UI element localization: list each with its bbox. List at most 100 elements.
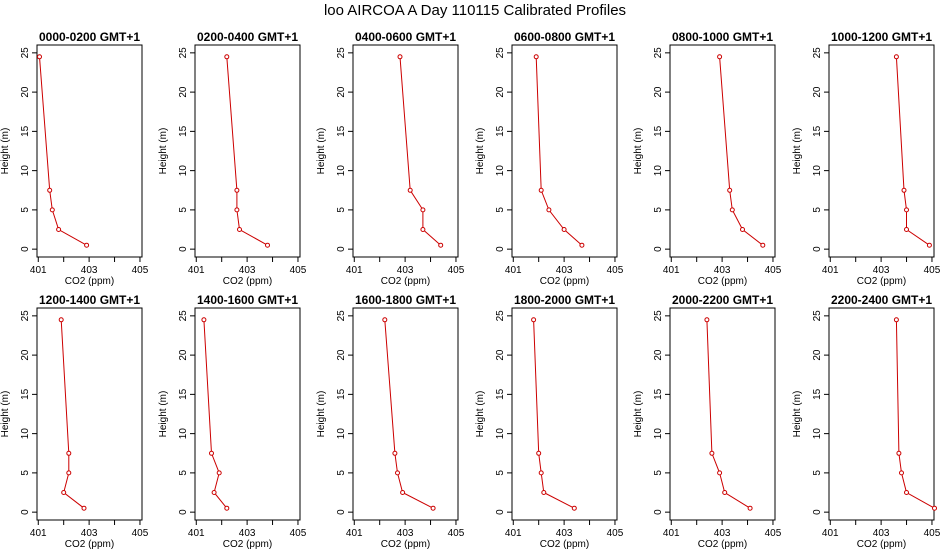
y-tick-label: 25 [178,310,189,322]
y-tick-label: 10 [653,165,664,177]
plot-frame [194,307,301,521]
x-tick-label: 405 [924,265,941,276]
x-tick-label: 405 [290,265,307,276]
x-axis-label: CO2 (ppm) [698,539,747,550]
x-tick-label: 403 [239,528,256,539]
data-point [926,242,932,248]
y-tick-label: 10 [653,428,664,440]
data-point [201,317,207,323]
profile-line [895,319,935,509]
y-tick-label: 15 [178,125,189,137]
panel-title: 0800-1000 GMT+1 [672,30,773,44]
x-tick-label: 403 [714,265,731,276]
data-point [904,207,909,213]
x-tick-label: 403 [397,528,414,539]
x-tick-label: 401 [822,528,839,539]
y-axis-label: Height (m) [633,391,644,438]
plot-frame [669,307,776,521]
x-tick-label: 401 [188,528,205,539]
data-point [893,317,899,323]
y-tick-label: 0 [653,509,664,515]
page-title: loo AIRCOA A Day 110115 Calibrated Profi… [323,2,627,19]
y-tick-label: 10 [178,428,189,440]
data-point [727,187,733,193]
y-tick-label: 15 [812,388,823,400]
x-tick-label: 401 [188,265,205,276]
data-point [234,187,240,193]
y-tick-label: 5 [812,207,823,213]
y-tick-label: 5 [178,207,189,213]
data-point [740,227,745,232]
x-axis-label: CO2 (ppm) [223,539,272,550]
x-tick-label: 405 [924,528,941,539]
plot-frame [352,307,459,521]
y-tick-label: 15 [495,388,506,400]
data-point [538,187,544,193]
y-tick-label: 25 [812,310,823,322]
y-axis-label: Height (m) [316,128,327,175]
plot-frame [511,307,618,521]
data-point [237,227,242,232]
data-point [400,490,406,495]
data-point [66,450,72,456]
y-tick-label: 15 [178,388,189,400]
y-tick-label: 25 [336,47,347,59]
data-point [395,470,400,476]
panel-title: 0200-0400 GMT+1 [197,30,298,44]
y-tick-label: 0 [20,509,31,515]
y-tick-label: 5 [336,470,347,476]
y-tick-label: 5 [495,470,506,476]
panel-title: 0600-0800 GMT+1 [514,30,615,44]
y-tick-label: 0 [653,246,664,252]
data-point [901,187,907,193]
x-axis-label: CO2 (ppm) [223,276,272,287]
x-axis-label: CO2 (ppm) [698,276,747,287]
panel-title: 1600-1800 GMT+1 [355,293,456,307]
y-tick-label: 20 [178,349,189,361]
y-tick-label: 10 [336,428,347,440]
profile-line [535,56,583,246]
x-tick-label: 405 [765,528,782,539]
x-tick-label: 405 [448,265,465,276]
x-tick-label: 403 [714,528,731,539]
data-point [420,207,426,213]
plot-frame [669,44,776,258]
plot-frame [828,44,935,258]
data-point [81,505,87,511]
y-tick-label: 10 [336,165,347,177]
x-tick-label: 405 [132,528,149,539]
x-axis-label: CO2 (ppm) [381,276,430,287]
y-axis-label: Height (m) [316,391,327,438]
y-tick-label: 0 [20,246,31,252]
data-point [531,317,537,323]
y-tick-label: 0 [812,246,823,252]
y-tick-label: 0 [336,246,347,252]
data-point [209,450,214,456]
x-tick-label: 401 [30,528,47,539]
profile-line [533,319,575,509]
x-tick-label: 405 [765,265,782,276]
panel-title: 2000-2200 GMT+1 [672,293,773,307]
data-point [234,207,240,213]
y-tick-label: 25 [336,310,347,322]
data-point [717,54,723,60]
data-point [536,450,542,456]
plot-frame [511,44,618,258]
y-tick-label: 15 [653,125,664,137]
y-tick-label: 5 [812,470,823,476]
x-tick-label: 405 [290,528,307,539]
data-point [58,317,64,323]
x-tick-label: 401 [346,528,363,539]
data-point [224,54,230,60]
y-tick-label: 20 [495,86,506,98]
data-point [49,207,55,213]
x-tick-label: 405 [132,265,149,276]
y-tick-label: 15 [336,125,347,137]
x-axis-label: CO2 (ppm) [540,539,589,550]
data-point [904,490,909,495]
y-tick-label: 5 [653,470,664,476]
profile-line [60,319,85,509]
y-tick-label: 20 [653,349,664,361]
x-axis-label: CO2 (ppm) [857,276,906,287]
